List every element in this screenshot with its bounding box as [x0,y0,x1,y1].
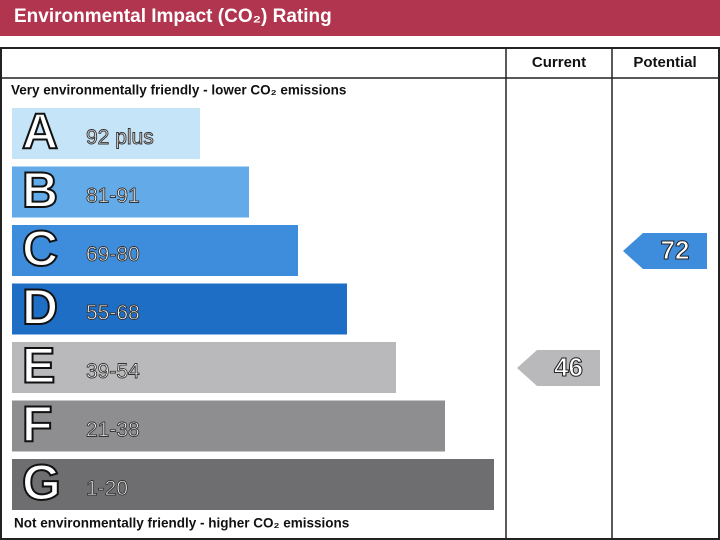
band-letter: A [22,104,58,160]
rating-arrow [517,350,600,386]
band-range: 1-20 [86,477,128,500]
rating-arrow [623,233,707,269]
bottom-note: Not environmentally friendly - higher CO… [14,516,349,531]
band-bar [12,108,200,159]
band-bar [12,459,494,510]
column-header: Potential [633,54,696,71]
band-bar [12,166,249,218]
column-header: Current [532,54,586,71]
title-bar [0,0,720,36]
band-bar [12,342,396,393]
band-range: 69-80 [86,243,140,266]
title: Environmental Impact (CO₂) Rating [14,6,332,27]
band-range: 39-54 [86,360,140,383]
top-note: Very environmentally friendly - lower CO… [11,83,346,98]
band-range: 81-91 [86,185,140,208]
rating-value: 72 [661,235,690,265]
band-letter: G [22,455,61,511]
band-letter: B [22,162,58,218]
band-letter: E [22,338,55,394]
band-letter: F [22,396,53,452]
band-range: 55-68 [86,302,140,325]
band-bar [12,400,445,452]
band-bar [12,225,298,276]
frame [0,47,720,540]
rating-value: 46 [554,352,583,382]
band-letter: D [22,279,58,335]
band-letter: C [22,221,58,277]
band-bar [12,283,347,335]
band-range: 92 plus [86,126,154,149]
band-range: 21-38 [86,419,140,442]
